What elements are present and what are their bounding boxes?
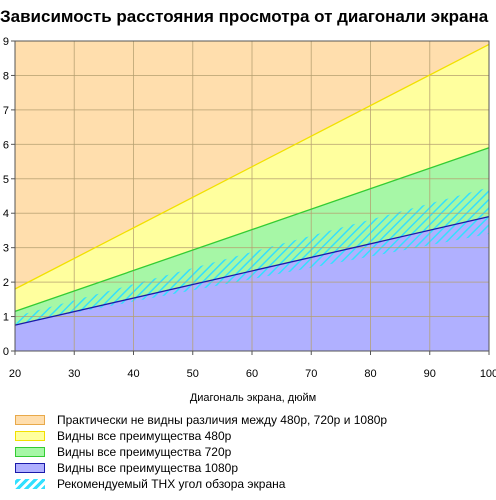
legend-label-4: Рекомендуемый THX угол обзора экрана bbox=[57, 477, 286, 491]
legend-label-0: Практически не видны различия между 480p… bbox=[57, 413, 388, 427]
legend: Практически не видны различия между 480p… bbox=[0, 413, 496, 493]
series-line-1 bbox=[14, 43, 490, 290]
y-tick-label-2: 2 bbox=[3, 277, 9, 289]
y-tick-label-8: 8 bbox=[3, 70, 9, 82]
y-tick-label-7: 7 bbox=[3, 105, 9, 117]
y-tick-label-5: 5 bbox=[3, 174, 9, 186]
chart-title: Зависимость расстояния просмотра от диаг… bbox=[0, 7, 489, 26]
y-tick-label-6: 6 bbox=[3, 139, 9, 151]
x-tick-label-4: 60 bbox=[246, 368, 258, 380]
series-line-2 bbox=[14, 147, 490, 313]
x-tick-label-5: 70 bbox=[305, 368, 317, 380]
x-axis-label: Диагональ экрана, дюйм bbox=[190, 392, 316, 404]
x-tick-label-6: 80 bbox=[364, 368, 376, 380]
legend-label-1: Видны все преимущества 480p bbox=[57, 429, 232, 443]
y-tick-label-3: 3 bbox=[3, 243, 9, 255]
x-tick-label-0: 20 bbox=[9, 368, 21, 380]
legend-item-4: Рекомендуемый THX угол обзора экрана bbox=[0, 477, 496, 493]
x-tick-label-7: 90 bbox=[424, 368, 436, 380]
legend-label-3: Видны все преимущества 1080p bbox=[57, 461, 239, 475]
y-tick-label-0: 0 bbox=[3, 346, 9, 358]
legend-item-3: Видны все преимущества 1080p bbox=[0, 461, 496, 477]
legend-swatch-0 bbox=[15, 415, 45, 425]
legend-label-2: Видны все преимущества 720p bbox=[57, 445, 232, 459]
chart-plot: 20 30 40 50 60 70 80 90 100 0 1 2 3 4 5 6 7 8 9 Диагональ … bbox=[3, 36, 496, 404]
legend-item-1: Видны все преимущества 480p bbox=[0, 429, 496, 445]
y-tick-label-4: 4 bbox=[3, 208, 9, 220]
legend-swatch-4 bbox=[15, 479, 45, 489]
y-tick-label-1: 1 bbox=[3, 312, 9, 324]
x-tick-label-8: 100 bbox=[480, 368, 496, 380]
legend-swatch-2 bbox=[15, 447, 45, 457]
legend-item-2: Видны все преимущества 720p bbox=[0, 445, 496, 461]
legend-swatch-1 bbox=[15, 431, 45, 441]
x-tick-label-3: 50 bbox=[187, 368, 199, 380]
y-tick-label-9: 9 bbox=[3, 36, 9, 48]
series-line-3 bbox=[14, 216, 490, 326]
legend-swatch-3 bbox=[15, 463, 45, 473]
x-tick-label-2: 40 bbox=[127, 368, 139, 380]
x-tick-label-1: 30 bbox=[68, 368, 80, 380]
legend-item-0: Практически не видны различия между 480p… bbox=[0, 413, 496, 429]
